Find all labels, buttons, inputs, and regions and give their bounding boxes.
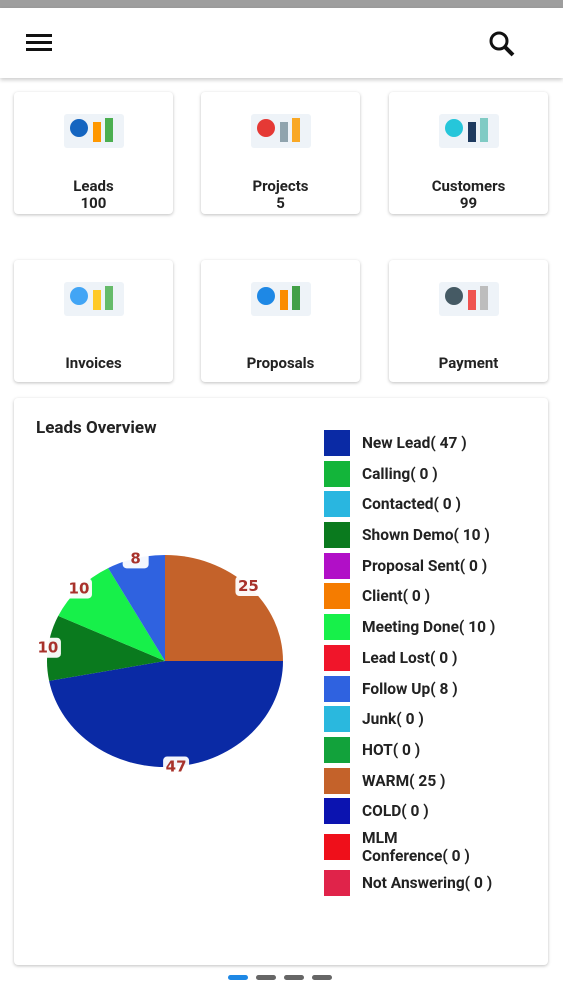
legend-swatch xyxy=(324,706,350,733)
legend-item: Meeting Done( 10 ) xyxy=(324,614,534,641)
legend-swatch xyxy=(324,798,350,825)
legend-label: Proposal Sent( 0 ) xyxy=(362,556,488,575)
card-icon xyxy=(251,282,311,316)
legend-swatch xyxy=(324,552,350,579)
legend-item: MLM Conference( 0 ) xyxy=(324,829,534,865)
icon-shape xyxy=(257,287,275,305)
menu-button[interactable] xyxy=(26,32,54,54)
card-icon xyxy=(64,282,124,316)
legend-swatch xyxy=(324,614,350,641)
legend-label: MLM Conference( 0 ) xyxy=(362,828,470,865)
menu-card[interactable]: Projects 5 xyxy=(201,92,360,214)
icon-shape xyxy=(70,119,88,137)
legend-label: Follow Up( 8 ) xyxy=(362,679,458,698)
legend-item: Client( 0 ) xyxy=(324,583,534,610)
card-title: Leads xyxy=(73,177,114,195)
icon-shape xyxy=(93,122,101,142)
legend-item: Not Answering( 0 ) xyxy=(324,869,534,896)
legend-swatch xyxy=(324,675,350,702)
icon-shape xyxy=(105,118,113,142)
legend-item: Shown Demo( 10 ) xyxy=(324,522,534,549)
legend-item: Proposal Sent( 0 ) xyxy=(324,552,534,579)
legend-label: Not Answering( 0 ) xyxy=(362,873,493,892)
legend-label: Lead Lost( 0 ) xyxy=(362,648,458,667)
menu-card[interactable]: Leads 100 xyxy=(14,92,173,214)
legend-item: New Lead( 47 ) xyxy=(324,430,534,456)
legend-label: Meeting Done( 10 ) xyxy=(362,618,496,637)
legend-item: Contacted( 0 ) xyxy=(324,491,534,518)
legend-swatch xyxy=(324,767,350,794)
search-button[interactable] xyxy=(488,30,516,58)
card-title: Projects xyxy=(252,177,309,195)
card-title: Payment xyxy=(438,354,499,372)
legend-item: Lead Lost( 0 ) xyxy=(324,644,534,671)
legend-item: WARM( 25 ) xyxy=(324,767,534,794)
page-indicator-active[interactable] xyxy=(228,975,248,980)
card-count: 5 xyxy=(276,194,285,212)
legend-item: COLD( 0 ) xyxy=(324,798,534,825)
icon-shape xyxy=(468,290,476,310)
icon-shape xyxy=(93,290,101,310)
legend-item: Calling( 0 ) xyxy=(324,460,534,487)
card-title: Proposals xyxy=(246,354,315,372)
icon-shape xyxy=(468,122,476,142)
status-bar xyxy=(0,0,563,8)
legend-item: Junk( 0 ) xyxy=(324,706,534,733)
icon-shape xyxy=(480,118,488,142)
legend-label: Calling( 0 ) xyxy=(362,464,438,483)
icon-shape xyxy=(70,287,88,305)
chart-title: Leads Overview xyxy=(36,418,157,438)
card-title: Customers xyxy=(431,177,506,195)
legend-label: New Lead( 47 ) xyxy=(362,434,467,452)
legend-label: Contacted( 0 ) xyxy=(362,495,461,514)
legend-swatch xyxy=(324,430,350,456)
legend-label: COLD( 0 ) xyxy=(362,802,429,821)
legend-swatch xyxy=(324,644,350,671)
legend-swatch xyxy=(324,869,350,896)
legend-swatch xyxy=(324,491,350,518)
legend-label: Shown Demo( 10 ) xyxy=(362,526,490,545)
legend-swatch xyxy=(324,833,350,860)
chart-card: Leads Overview New Lead( 47 ) Calling( 0 … xyxy=(14,398,548,965)
legend-label: WARM( 25 ) xyxy=(362,771,446,790)
card-icon xyxy=(64,114,124,148)
card-title: Invoices xyxy=(65,354,122,372)
page-indicator[interactable] xyxy=(284,975,304,980)
icon-shape xyxy=(280,290,288,310)
legend-swatch xyxy=(324,522,350,549)
card-icon xyxy=(439,114,499,148)
icon-shape xyxy=(280,122,288,142)
icon-shape xyxy=(445,287,463,305)
icon-shape xyxy=(445,119,463,137)
icon-shape xyxy=(257,119,275,137)
icon-shape xyxy=(480,286,488,310)
card-count: 100 xyxy=(80,194,107,212)
card-icon xyxy=(251,114,311,148)
page-indicator[interactable] xyxy=(312,975,332,980)
icon-shape xyxy=(105,286,113,310)
app-bar xyxy=(0,8,563,78)
menu-card[interactable]: Proposals xyxy=(201,260,360,382)
page-indicator[interactable] xyxy=(256,975,276,980)
icon-shape xyxy=(292,286,300,310)
card-icon xyxy=(439,282,499,316)
legend-swatch xyxy=(324,736,350,763)
legend-label: HOT( 0 ) xyxy=(362,740,421,759)
legend-label: Client( 0 ) xyxy=(362,587,431,606)
menu-card[interactable]: Invoices xyxy=(14,260,173,382)
legend: New Lead( 47 ) Calling( 0 ) Contacted( 0 )… xyxy=(324,430,534,900)
legend-swatch xyxy=(324,583,350,610)
menu-card[interactable]: Payment xyxy=(389,260,548,382)
menu-card[interactable]: Customers 99 xyxy=(389,92,548,214)
card-count: 99 xyxy=(459,194,478,212)
legend-label: Junk( 0 ) xyxy=(362,710,424,729)
legend-item: Follow Up( 8 ) xyxy=(324,675,534,702)
legend-swatch xyxy=(324,460,350,487)
legend-item: HOT( 0 ) xyxy=(324,736,534,763)
icon-shape xyxy=(292,118,300,142)
